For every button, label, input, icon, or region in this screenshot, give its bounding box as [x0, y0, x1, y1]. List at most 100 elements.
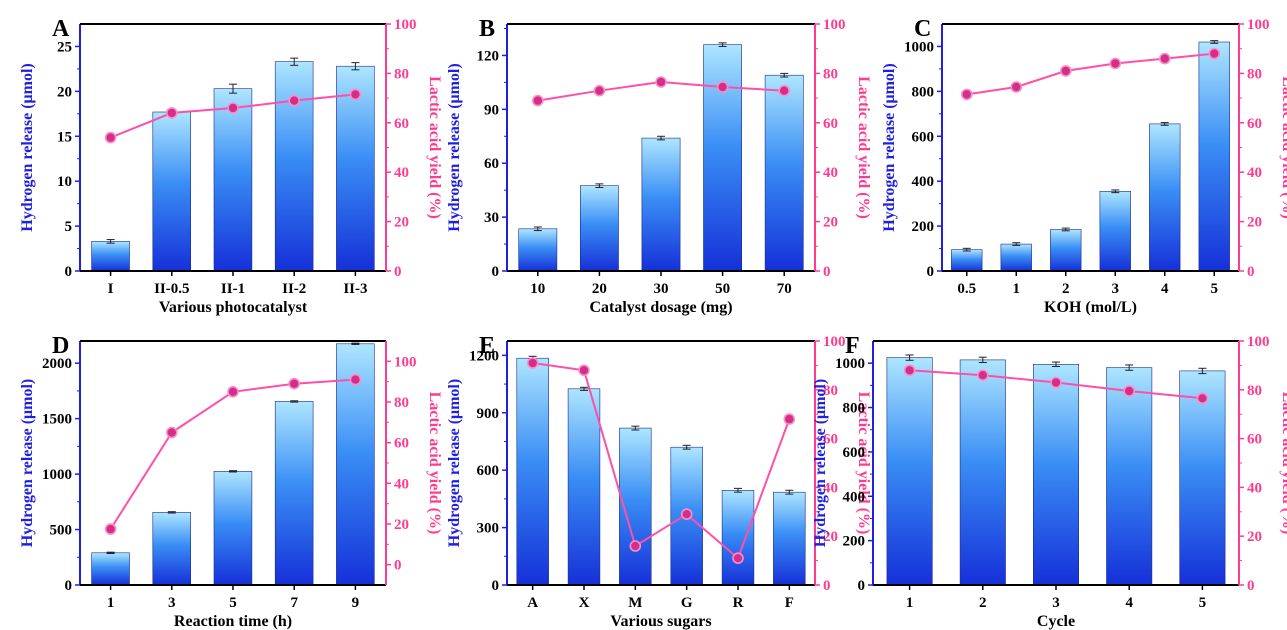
- left-tick-label: 600: [912, 129, 935, 145]
- right-tick-label: 80: [823, 383, 838, 399]
- yield-line: [966, 52, 1215, 96]
- bar: [567, 388, 601, 586]
- x-tick-label: 4: [1125, 595, 1133, 611]
- bar: [1000, 243, 1032, 272]
- bar: [336, 65, 375, 272]
- y-axis-label-right: Lactic acid yield (%): [426, 76, 443, 219]
- x-tick-label: II-0.5: [154, 281, 189, 297]
- right-tick-label: 60: [823, 432, 838, 448]
- yield-point: [349, 373, 362, 386]
- yield-point: [1159, 52, 1171, 65]
- yield-point: [166, 426, 178, 439]
- bar: [721, 489, 755, 586]
- right-tick-label: 0: [394, 264, 402, 280]
- yield-point: [1196, 392, 1209, 405]
- panel-letter: C: [914, 16, 931, 42]
- left-tick-label: 1000: [904, 39, 934, 55]
- right-tick-label: 40: [823, 480, 838, 496]
- bar: [152, 512, 192, 586]
- x-axis-label: Various photocatalyst: [159, 299, 308, 316]
- x-axis-label: KOH (mol/L): [1044, 299, 1137, 316]
- x-tick-label: 5: [1199, 595, 1207, 611]
- x-tick-label: X: [579, 595, 590, 611]
- yield-point: [578, 364, 590, 377]
- bar: [1033, 363, 1080, 586]
- yield-point: [903, 364, 916, 377]
- left-tick-label: 5: [65, 219, 73, 235]
- x-tick-label: 3: [168, 595, 176, 611]
- x-tick-label: 4: [1161, 281, 1169, 297]
- x-tick-label: 30: [654, 281, 669, 297]
- right-tick-label: 40: [394, 165, 409, 181]
- x-tick-label: 5: [229, 595, 237, 611]
- bar: [886, 357, 933, 586]
- error-bar: [1052, 361, 1060, 368]
- yield-point: [104, 523, 117, 535]
- left-tick-label: 120: [477, 48, 500, 64]
- bar: [213, 470, 253, 586]
- y-axis-label-left: Hydrogen release (μmol): [446, 63, 463, 231]
- x-tick-label: 1: [1013, 281, 1021, 297]
- x-tick-label: 2: [979, 595, 987, 611]
- right-tick-label: 100: [394, 17, 417, 33]
- right-tick-label: 0: [823, 578, 831, 594]
- error-bar: [1125, 364, 1134, 371]
- bar: [641, 137, 681, 272]
- x-tick-label: II-2: [282, 281, 306, 297]
- x-tick-label: I: [108, 281, 114, 297]
- yield-point: [716, 81, 729, 93]
- x-tick-label: M: [628, 595, 642, 611]
- error-bar: [1198, 367, 1207, 375]
- yield-point: [680, 508, 693, 521]
- x-tick-label: 50: [715, 281, 730, 297]
- error-bar: [106, 239, 115, 244]
- x-tick-label: 0.5: [957, 281, 976, 297]
- left-tick-label: 30: [484, 210, 499, 226]
- yield-point: [288, 377, 301, 390]
- error-bar: [978, 356, 987, 364]
- y-axis-label-right: Lactic acid yield (%): [855, 76, 872, 219]
- bar: [152, 111, 192, 272]
- right-tick-label: 100: [1247, 334, 1270, 350]
- error-bar: [1111, 189, 1120, 194]
- x-tick-label: 2: [1062, 281, 1070, 297]
- bar: [1099, 191, 1131, 272]
- right-tick-label: 40: [1247, 165, 1262, 181]
- x-tick-label: 1: [906, 595, 914, 611]
- right-tick-label: 40: [1247, 480, 1262, 496]
- error-bar: [351, 62, 360, 71]
- bar: [959, 359, 1006, 586]
- right-tick-label: 80: [394, 66, 409, 82]
- bar: [1179, 370, 1226, 586]
- yield-point: [531, 94, 544, 107]
- error-bar: [106, 551, 115, 555]
- right-tick-label: 0: [1247, 264, 1255, 280]
- yield-point: [1060, 65, 1072, 77]
- panel-e: 0 300 600 900 1200 0 20 40 60 80 100 A X M G R F Various …: [446, 333, 872, 630]
- yield-point: [732, 552, 744, 565]
- left-tick-label: 0: [927, 264, 935, 280]
- error-bar: [962, 247, 971, 252]
- error-bar: [580, 386, 588, 391]
- left-tick-label: 600: [843, 445, 866, 461]
- bar: [1050, 229, 1082, 272]
- left-tick-label: 25: [57, 39, 72, 55]
- left-tick-label: 0: [65, 264, 73, 280]
- right-tick-label: 0: [1247, 578, 1255, 594]
- y-axis-label-left: Hydrogen release (μmol): [446, 379, 463, 547]
- yield-point: [1123, 385, 1135, 397]
- left-tick-label: 900: [477, 406, 500, 422]
- panel-letter: B: [479, 16, 495, 42]
- y-axis-label-right: Lactic acid yield (%): [1279, 76, 1287, 219]
- yield-point: [1050, 376, 1062, 389]
- left-tick-label: 1200: [469, 348, 499, 364]
- bar: [773, 491, 806, 586]
- yield-point: [783, 413, 796, 425]
- x-tick-label: 9: [352, 595, 360, 611]
- left-tick-label: 300: [477, 521, 500, 537]
- panel-a: 0 5 10 15 20 25 0 20 40 60 80 100 I II-0.5 II-1 II-2 II-…: [19, 16, 443, 316]
- yield-point: [288, 94, 301, 107]
- right-tick-label: 20: [1247, 215, 1262, 231]
- yield-point: [655, 76, 667, 88]
- y-axis-label-right: Lactic acid yield (%): [1279, 392, 1287, 535]
